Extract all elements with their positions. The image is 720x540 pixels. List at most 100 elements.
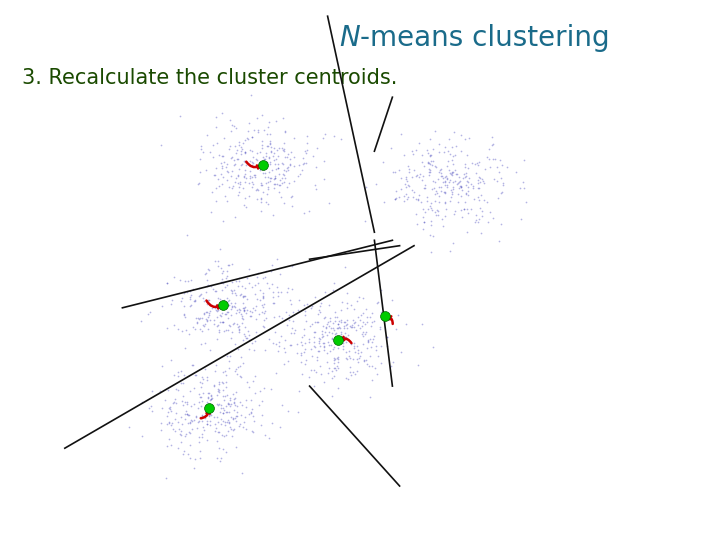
Point <box>521 197 532 206</box>
Point <box>518 156 530 165</box>
Point <box>237 183 248 192</box>
Point <box>210 361 221 370</box>
Point <box>477 207 488 215</box>
Point <box>222 168 234 177</box>
Point <box>269 172 281 181</box>
Point <box>239 178 251 186</box>
Point <box>328 131 339 140</box>
Point <box>227 278 238 286</box>
Point <box>177 392 189 400</box>
Point <box>238 172 249 181</box>
Point <box>515 214 526 223</box>
Point <box>313 334 325 342</box>
Point <box>206 394 217 402</box>
Point <box>310 367 322 376</box>
Point <box>413 172 424 181</box>
Point <box>473 158 485 167</box>
Point <box>202 393 214 402</box>
Point <box>438 148 450 157</box>
Point <box>436 183 447 191</box>
Point <box>305 303 316 312</box>
Point <box>459 173 470 181</box>
Point <box>256 137 268 145</box>
Point <box>376 359 387 367</box>
Point <box>217 367 229 376</box>
Point <box>230 340 241 349</box>
Point <box>197 320 209 329</box>
Point <box>211 307 222 315</box>
Point <box>400 320 412 328</box>
Point <box>455 192 467 201</box>
Point <box>191 413 202 422</box>
Point <box>336 328 347 336</box>
Point <box>419 184 431 193</box>
Point <box>249 173 261 182</box>
Point <box>348 319 359 327</box>
Point <box>299 307 310 315</box>
Point <box>219 134 230 143</box>
Point <box>425 199 436 208</box>
Point <box>422 193 433 201</box>
Point <box>271 283 283 292</box>
Point <box>430 187 441 195</box>
Point <box>203 403 215 412</box>
Point <box>341 304 353 313</box>
Point <box>479 196 490 205</box>
Point <box>321 348 333 357</box>
Point <box>465 180 477 188</box>
Point <box>403 165 415 174</box>
Point <box>215 264 226 272</box>
Point <box>223 357 235 366</box>
Point <box>169 395 181 403</box>
Point <box>201 417 212 426</box>
Point <box>264 139 276 147</box>
Point <box>433 148 445 157</box>
Point <box>400 175 412 184</box>
Point <box>425 151 436 159</box>
Point <box>261 130 273 138</box>
Point <box>216 161 228 170</box>
Point <box>422 148 433 157</box>
Point <box>240 425 252 434</box>
Point <box>207 187 218 196</box>
Point <box>181 400 193 408</box>
Point <box>272 152 284 160</box>
Point <box>494 237 505 246</box>
Point <box>301 131 312 140</box>
Point <box>483 155 495 164</box>
Point <box>177 450 189 458</box>
Point <box>172 418 184 427</box>
Point <box>238 292 249 300</box>
Point <box>220 402 232 410</box>
Point <box>464 174 475 183</box>
Point <box>424 135 436 144</box>
Point <box>246 308 258 317</box>
Point <box>247 411 258 420</box>
Point <box>399 180 410 188</box>
Point <box>230 365 242 374</box>
Point <box>342 354 354 363</box>
Point <box>232 411 243 420</box>
Point <box>439 180 451 189</box>
Point <box>333 344 344 353</box>
Point <box>222 314 234 322</box>
Point <box>323 300 335 309</box>
Point <box>328 342 340 351</box>
Point <box>297 340 308 349</box>
Point <box>426 161 437 170</box>
Point <box>179 410 191 418</box>
Point <box>181 288 192 296</box>
Point <box>146 387 158 396</box>
Point <box>438 188 450 197</box>
Point <box>238 157 250 166</box>
Point <box>199 414 210 422</box>
Point <box>197 148 209 157</box>
Point <box>226 153 238 161</box>
Point <box>472 184 484 192</box>
Point <box>473 172 485 181</box>
Point <box>168 398 180 407</box>
Point <box>308 327 320 336</box>
Point <box>235 319 247 327</box>
Point <box>387 358 399 367</box>
Point <box>233 190 244 199</box>
